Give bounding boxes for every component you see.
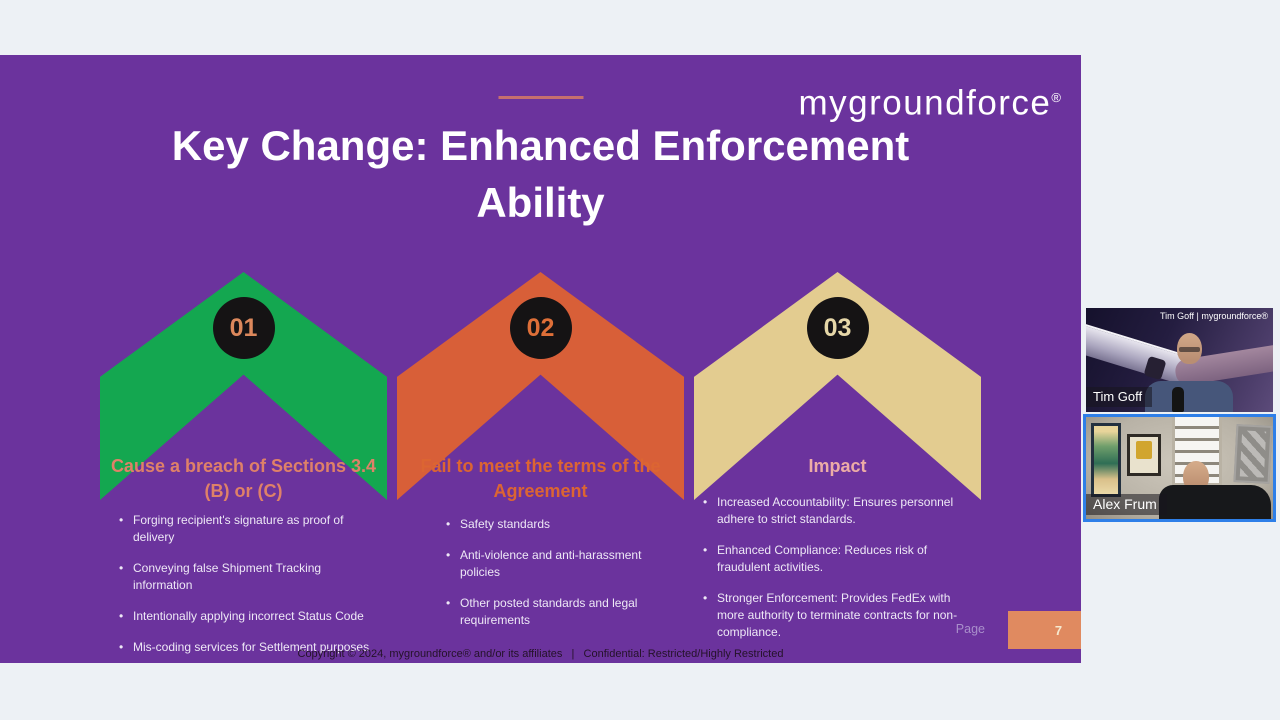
bullet-item: Enhanced Compliance: Reduces risk of fra… [702, 542, 976, 576]
video-overlay-caption: Tim Goff | mygroundforce® [1159, 311, 1268, 321]
slide-title: Key Change: Enhanced Enforcement Ability [0, 117, 1081, 231]
brand-logo: mygroundforce® [798, 79, 1061, 123]
presentation-slide: mygroundforce® Key Change: Enhanced Enfo… [0, 55, 1081, 663]
bullet-item: Increased Accountability: Ensures person… [702, 494, 976, 528]
video-tile-alex-frum-active-speaker[interactable]: Alex Frum [1083, 414, 1276, 522]
participant-name-label: Tim Goff [1086, 387, 1153, 407]
bullet-list-2: Safety standards Anti-violence and anti-… [445, 516, 659, 643]
bullet-list-1: Forging recipient's signature as proof o… [118, 512, 382, 663]
bullet-item: Other posted standards and legal require… [445, 595, 659, 629]
participant-glasses [1179, 347, 1200, 352]
slide-title-line2: Ability [476, 179, 605, 226]
column-heading-2: Fail to meet the terms of the Agreement [420, 456, 661, 501]
bullet-item: Stronger Enforcement: Provides FedEx wit… [702, 590, 976, 641]
column-heading-3: Impact [808, 456, 867, 476]
participant-shoulders [1159, 485, 1271, 519]
participant-name-label: Alex Frum [1086, 494, 1167, 515]
chevron-column-2: 02 Fail to meet the terms of the Agreeme… [397, 272, 684, 663]
bullet-item: Anti-violence and anti-harassment polici… [445, 547, 659, 581]
framed-certificate [1127, 434, 1161, 476]
video-tile-tim-goff[interactable]: Tim Goff | mygroundforce® Tim Goff [1086, 308, 1273, 412]
step-number-badge-1: 01 [212, 297, 275, 359]
bullet-list-3: Increased Accountability: Ensures person… [702, 494, 976, 655]
participant-shoulders [1145, 381, 1233, 412]
slide-title-line1: Key Change: Enhanced Enforcement [171, 122, 910, 169]
photo-collage-frame [1233, 424, 1273, 484]
brand-logo-text: mygroundforce [798, 83, 1052, 123]
window-shutters [1172, 417, 1222, 487]
column-heading-1: Cause a breach of Sections 3.4 (B) or (C… [110, 456, 377, 501]
chevron-column-1: 01 Cause a breach of Sections 3.4 (B) or… [100, 272, 387, 663]
step-number-badge-2: 02 [509, 297, 572, 359]
page-label: Page [955, 622, 985, 636]
copyright-footer: Copyright © 2024, mygroundforce® and/or … [297, 648, 784, 660]
step-number-badge-3: 03 [806, 297, 869, 359]
wall-poster [1091, 423, 1121, 497]
bullet-item: Conveying false Shipment Tracking inform… [118, 560, 382, 594]
bullet-item: Intentionally applying incorrect Status … [118, 608, 382, 625]
crest-graphic [1136, 441, 1152, 459]
chevron-column-3: 03 Impact Increased Accountability: Ensu… [694, 272, 981, 663]
microphone-graphic [1172, 387, 1184, 412]
page-number-badge: 7 [1008, 611, 1081, 649]
title-accent-line [498, 96, 583, 99]
bullet-item: Forging recipient's signature as proof o… [118, 512, 382, 546]
registered-mark: ® [1051, 90, 1061, 105]
bullet-item: Mis-coding services for Settlement purpo… [118, 639, 382, 656]
bullet-item: Safety standards [445, 516, 659, 533]
